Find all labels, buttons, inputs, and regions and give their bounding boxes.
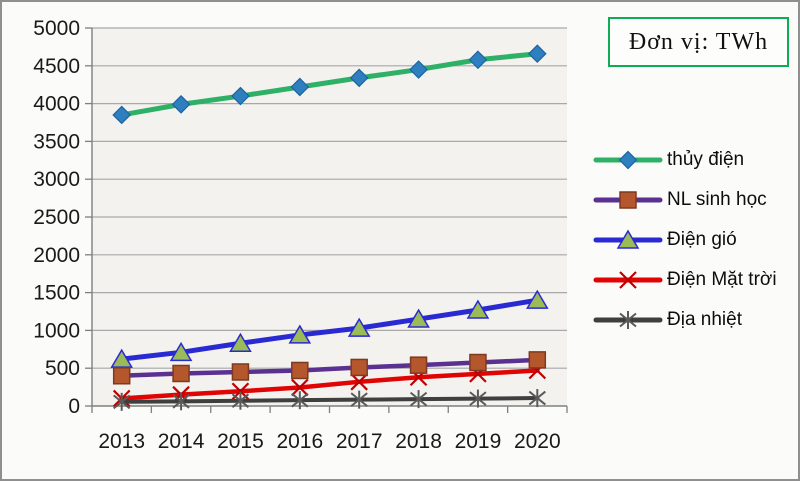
legend-marker-dien-mat-troi: [593, 271, 663, 289]
legend-marker-thuy-dien: [593, 150, 663, 170]
series-line-nl-sinh-hoc: [119, 357, 540, 379]
y-tick-label: 2000: [33, 244, 80, 267]
x-tick-label: 2015: [217, 430, 264, 453]
series-markers-dien-gio: [110, 289, 549, 368]
series-line-dien-mat-troi: [119, 368, 540, 401]
series-line-dien-gio: [119, 297, 540, 362]
legend-item-dien-gio: Điện gió: [593, 220, 793, 260]
legend-label-dien-gio: Điện gió: [667, 229, 737, 250]
series-line-dia-nhiet: [119, 396, 540, 404]
series-markers-dia-nhiet: [113, 389, 546, 411]
series-markers-thuy-dien: [112, 44, 547, 125]
series-thuy-dien: [112, 44, 547, 125]
series-markers-nl-sinh-hoc: [112, 351, 547, 385]
y-tick-label: 3000: [33, 168, 80, 191]
unit-label: Đơn vị: TWh: [628, 28, 769, 55]
y-tick-label: 1000: [33, 319, 80, 342]
legend-marker-dien-gio: [593, 229, 663, 249]
y-tick-label: 2500: [33, 206, 80, 229]
legend-label-nl-sinh-hoc: NL sinh học: [667, 189, 767, 210]
y-tick-label: 5000: [33, 17, 80, 40]
legend-item-dien-mat-troi: Điện Mặt trời: [593, 260, 793, 300]
x-tick-label: 2014: [158, 430, 205, 453]
y-tick-label: 4000: [33, 93, 80, 116]
legend-label-dien-mat-troi: Điện Mặt trời: [667, 269, 777, 290]
x-tick-label: 2013: [98, 430, 145, 453]
chart-legend: thủy điện NL sinh học Điện gió Điện Mặt trờ…: [593, 140, 793, 340]
legend-label-thuy-dien: thủy điện: [667, 149, 745, 170]
series-dia-nhiet: [113, 389, 546, 411]
legend-marker-nl-sinh-hoc: [593, 191, 663, 209]
legend-item-nl-sinh-hoc: NL sinh học: [593, 180, 793, 220]
x-axis-tick-labels: 2013 2014 2015 2016 2017 2018 2019 2020: [98, 430, 560, 453]
legend-label-dia-nhiet: Địa nhiệt: [667, 309, 742, 330]
y-axis-tick-labels: 0 500 1000 1500 2000 2500 3000 3500 4000 4500 5000: [33, 17, 80, 418]
y-tick-label: 4500: [33, 55, 80, 78]
unit-label-box: Đơn vị: TWh: [608, 17, 789, 67]
x-tick-label: 2017: [336, 430, 383, 453]
x-tick-label: 2020: [514, 430, 561, 453]
series-nl-sinh-hoc: [112, 351, 547, 385]
y-tick-label: 500: [45, 357, 80, 380]
y-tick-label: 3500: [33, 130, 80, 153]
y-tick-label: 0: [68, 395, 80, 418]
legend-item-thuy-dien: thủy điện: [593, 140, 793, 180]
x-tick-label: 2018: [395, 430, 442, 453]
x-tick-label: 2019: [455, 430, 502, 453]
series-dien-mat-troi: [112, 361, 547, 408]
x-tick-label: 2016: [276, 430, 323, 453]
axes: [91, 28, 568, 413]
y-tick-label: 1500: [33, 282, 80, 305]
series-dien-gio: [110, 289, 549, 368]
series-line-thuy-dien: [119, 51, 540, 118]
legend-item-dia-nhiet: Địa nhiệt: [593, 300, 793, 340]
legend-marker-dia-nhiet: [593, 311, 663, 329]
